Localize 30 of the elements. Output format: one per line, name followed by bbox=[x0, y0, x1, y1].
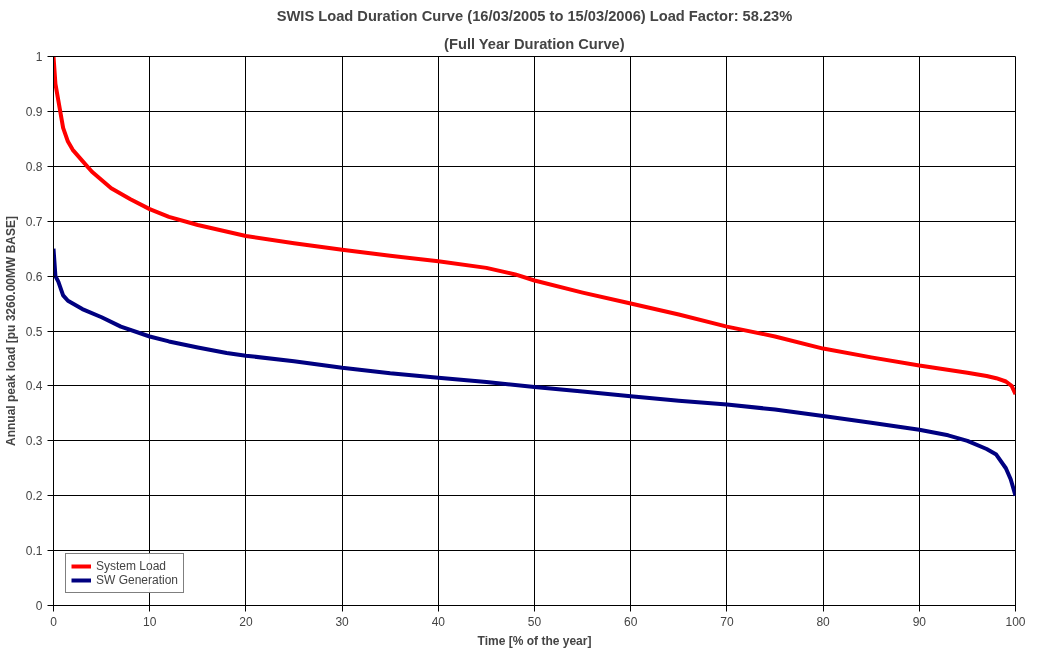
y-tick-label: 0.8 bbox=[25, 159, 43, 174]
y-tick-label: 0.7 bbox=[25, 214, 43, 229]
line-series bbox=[53, 246, 1016, 498]
y-axis-title: Annual peak load [pu 3260.00MW BASE] bbox=[3, 215, 18, 447]
y-tick-label: 1 bbox=[35, 50, 43, 64]
x-tick-label: 40 bbox=[431, 614, 446, 629]
x-tick-label: 50 bbox=[527, 614, 542, 629]
x-tick-label: 90 bbox=[912, 614, 927, 629]
chart-subtitle: (Full Year Duration Curve) bbox=[444, 35, 625, 52]
chart-title: SWIS Load Duration Curve (16/03/2005 to 15/03/2006) Load Factor: 58.23% bbox=[276, 7, 793, 24]
legend-label: System Load bbox=[96, 559, 167, 573]
y-tick-label: 0.3 bbox=[25, 434, 43, 449]
y-tick-label: 0.5 bbox=[25, 324, 43, 339]
y-tick-label: 0.4 bbox=[25, 379, 43, 394]
x-tick-label: 70 bbox=[720, 614, 734, 629]
line-series bbox=[53, 56, 1016, 397]
x-tick-label: 100 bbox=[1005, 614, 1026, 629]
y-tick-label: 0.2 bbox=[25, 489, 43, 504]
x-axis-title: Time [% of the year] bbox=[477, 633, 592, 648]
x-tick-label: 10 bbox=[143, 614, 157, 629]
y-tick-label: 0 bbox=[35, 599, 43, 613]
y-tick-label: 0.6 bbox=[25, 269, 43, 284]
x-tick-label: 80 bbox=[816, 614, 831, 629]
legend-label: SW Generation bbox=[96, 573, 179, 587]
y-tick-label: 0.1 bbox=[25, 544, 43, 559]
x-tick-label: 20 bbox=[239, 614, 253, 629]
y-tick-label: 0.9 bbox=[25, 104, 43, 119]
x-tick-label: 60 bbox=[624, 614, 638, 629]
x-tick-label: 30 bbox=[335, 614, 350, 629]
x-tick-label: 0 bbox=[50, 614, 58, 629]
